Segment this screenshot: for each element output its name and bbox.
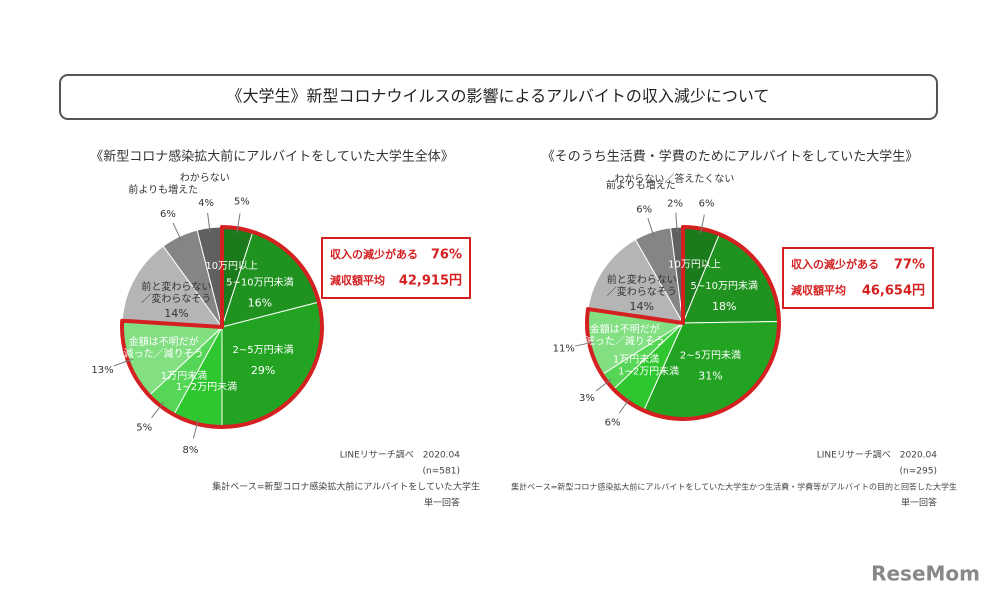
footnote: LINEリサーチ調べ 2020.04	[817, 449, 938, 461]
callout-value: 76%	[431, 248, 462, 263]
value-label: 2%	[667, 198, 683, 209]
leader-line	[207, 212, 211, 233]
leader-line	[647, 218, 655, 237]
leader-line	[574, 341, 594, 347]
slice-label: 1万円未満	[613, 354, 659, 366]
value-label: 4%	[198, 198, 214, 209]
slice-label: 前よりも増えた	[128, 183, 198, 196]
footnote: 集計ベース=新型コロナ感染拡大前にアルバイトをしていた大学生かつ生活費・学費等が…	[511, 482, 957, 492]
slice-label: 1~2万円未満	[176, 381, 237, 393]
leader-line	[113, 358, 133, 367]
footnote: (n=581)	[423, 467, 460, 477]
value-label: 13%	[91, 365, 113, 376]
footnote: (n=295)	[900, 467, 937, 477]
leader-line	[192, 418, 199, 439]
callout-label: 減収額平均	[791, 283, 846, 297]
slice-label: 前と変わらない／変わらなそう	[607, 273, 677, 298]
callout-value: 46,654円	[862, 284, 925, 299]
slice-label: 前よりも増えた	[606, 178, 676, 191]
value-label: 3%	[579, 393, 595, 404]
value-label: 6%	[699, 198, 715, 209]
decrease-outline	[585, 225, 781, 421]
value-label: 31%	[698, 370, 722, 383]
callout-value: 77%	[894, 258, 925, 273]
value-label: 6%	[636, 204, 652, 215]
callout-value: 42,915円	[399, 274, 462, 289]
slice-label: わからない／答えたくない	[614, 172, 734, 185]
footnote: 集計ベース=新型コロナ感染拡大前にアルバイトをしていた大学生	[212, 481, 480, 493]
callout-label: 収入の減少がある	[791, 257, 879, 271]
leader-line	[172, 222, 183, 242]
footnote: 単一回答	[901, 497, 937, 509]
value-label: 6%	[605, 418, 621, 429]
value-label: 5%	[136, 422, 152, 433]
leader-line	[236, 213, 241, 234]
slice-label: 2~5万円未満	[680, 350, 741, 362]
chart-title: 《そのうち生活費・学費のためにアルバイトをしていた大学生》	[542, 149, 918, 165]
slice-label: 金額は不明だが減った／減りそう	[585, 322, 665, 347]
slice-label: わからない	[180, 172, 230, 184]
leader-line	[151, 401, 165, 419]
leader-line	[675, 212, 678, 233]
pie-slice	[121, 245, 224, 328]
value-label: 8%	[182, 445, 198, 456]
leader-line	[618, 397, 631, 414]
watermark: ReseMom	[871, 562, 980, 586]
chart-title: 《新型コロナ感染拡大前にアルバイトをしていた大学生全体》	[90, 149, 453, 165]
slice-label: 5~10万円未満	[690, 280, 757, 292]
footnote: 単一回答	[424, 497, 460, 509]
slice-label: 10万円以上	[205, 260, 258, 272]
slice-label: 1~2万円未満	[618, 366, 679, 378]
value-label: 18%	[712, 300, 736, 313]
value-label: 29%	[251, 364, 275, 377]
callout-box	[782, 247, 934, 309]
value-label: 14%	[164, 307, 188, 320]
slice-label: 1万円未満	[161, 370, 207, 382]
callout-box	[321, 237, 471, 299]
callout-label: 収入の減少がある	[330, 247, 418, 261]
leader-line	[700, 214, 705, 234]
footnote: LINEリサーチ調べ 2020.04	[340, 449, 461, 461]
decrease-outline	[120, 225, 324, 429]
leader-line	[595, 378, 612, 392]
slice-label: 5~10万円未満	[226, 276, 293, 288]
slice-label: 10万円以上	[668, 259, 721, 271]
value-label: 14%	[630, 300, 654, 313]
value-label: 16%	[248, 296, 272, 309]
page-title: 《大学生》新型コロナウイルスの影響によるアルバイトの収入減少について	[227, 87, 770, 106]
pie-slice	[587, 238, 684, 324]
value-label: 6%	[160, 209, 176, 220]
value-label: 11%	[553, 343, 575, 354]
slice-label: 前と変わらない／変わらなそう	[141, 280, 211, 305]
callout-label: 減収額平均	[330, 273, 385, 287]
slice-label: 2~5万円未満	[233, 344, 294, 356]
slice-label: 金額は不明だが減った／減りそう	[124, 335, 204, 360]
title-box	[59, 74, 938, 120]
value-label: 5%	[234, 197, 250, 208]
